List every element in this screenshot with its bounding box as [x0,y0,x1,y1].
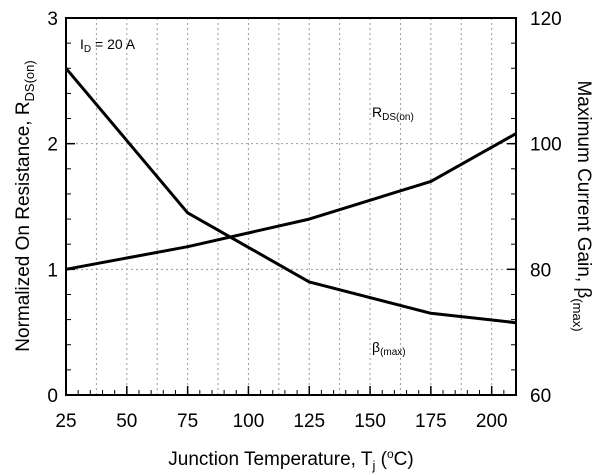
x-tick-label: 175 [415,411,447,432]
plot-frame [65,17,517,396]
y-axis-right-title: Maximum Current Gain, β(max) [570,80,594,331]
annotation-beta: β(max) [372,339,406,358]
y-left-tick-label: 2 [47,135,58,156]
series-lines [64,67,517,325]
y-axis-left-title: Normalized On Resistance, RDS(on) [13,60,37,351]
major-ticks [65,17,516,396]
x-tick-label: 200 [476,411,508,432]
y-right-tick-label: 120 [530,9,562,30]
x-tick-label: 125 [293,411,325,432]
x-tick-label: 100 [233,411,265,432]
y-right-tick-label: 60 [530,386,551,407]
x-tick-label: 25 [55,411,76,432]
x-tick-label: 150 [354,411,386,432]
y-left-tick-label: 3 [47,9,58,30]
y-left-tick-label: 0 [47,386,58,407]
annotation-id: ID = 20 A [80,36,136,55]
series-line-beta [64,67,517,325]
x-tick-label: 75 [177,411,198,432]
minor-ticks [66,42,517,395]
y-right-tick-label: 80 [530,260,551,281]
y-left-tick-label: 1 [47,260,58,281]
y-right-tick-label: 100 [530,135,562,156]
series-line-rds [65,132,517,271]
grid [66,18,516,395]
tick-labels: 25 50 75 100 125 150 175 200 0 1 2 3 60 80 100 120 [47,9,561,432]
x-tick-label: 50 [116,411,137,432]
x-axis-title: Junction Temperature, Tj (oC) [168,447,413,473]
annotation-rds: RDS(on) [372,104,414,123]
